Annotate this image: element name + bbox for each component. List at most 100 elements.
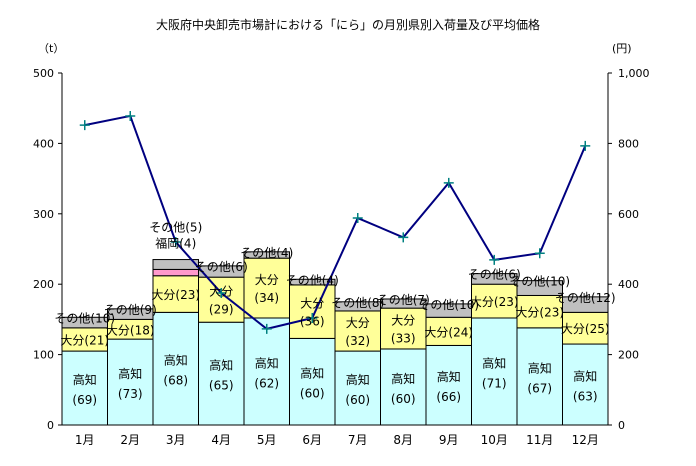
data-label-pct: (62) <box>254 376 279 390</box>
bar-高知-2 <box>107 338 154 426</box>
bar-高知-12 <box>562 343 609 426</box>
data-label-name: 高知 <box>346 372 370 387</box>
data-label: 大分(25) <box>561 322 610 336</box>
data-label-name: 大分 <box>391 314 415 328</box>
data-label: 大分(23) <box>151 288 200 302</box>
chart-title: 大阪府中央卸売市場計における「にら」の月別県別入荷量及び平均価格 <box>156 17 540 32</box>
data-label: その他(5) <box>149 221 202 235</box>
price-marker <box>307 312 318 323</box>
left-tick-label: 0 <box>47 419 54 432</box>
price-marker <box>79 120 90 131</box>
price-marker <box>534 248 545 259</box>
bar-高知-7 <box>334 350 381 426</box>
price-marker <box>125 110 136 121</box>
x-tick-label: 7月 <box>348 433 368 447</box>
right-tick-label: 0 <box>618 419 625 432</box>
price-marker <box>443 177 454 188</box>
data-label-pct: (63) <box>573 390 598 404</box>
data-label-pct: (60) <box>300 387 325 401</box>
left-tick-label: 300 <box>33 208 54 221</box>
bar-高知-5 <box>243 317 290 426</box>
x-tick-label: 2月 <box>120 433 140 447</box>
price-marker <box>170 236 181 247</box>
bar-高知-1 <box>61 350 108 426</box>
bar-高知-10 <box>471 317 518 426</box>
x-tick-label: 12月 <box>572 433 599 447</box>
bar-その他-5 <box>243 251 290 259</box>
data-label-pct: (68) <box>163 374 188 388</box>
x-tick-label: 6月 <box>302 433 322 447</box>
data-label-name: 大分 <box>300 297 324 311</box>
bar-大分-6 <box>289 284 336 339</box>
data-label: その他(10) <box>54 311 115 325</box>
price-marker <box>580 140 591 151</box>
price-marker <box>216 288 227 298</box>
data-label: その他(4) <box>286 273 339 287</box>
data-label-name: 高知 <box>391 371 415 386</box>
price-marker <box>489 254 500 265</box>
data-label-pct: (69) <box>72 393 97 407</box>
data-label-pct: (60) <box>391 392 416 406</box>
data-label-name: 高知 <box>482 355 506 370</box>
data-label-name: 高知 <box>73 372 97 387</box>
x-tick-label: 11月 <box>526 433 553 447</box>
right-tick-label: 1,000 <box>618 67 650 80</box>
data-label: 大分(21) <box>60 333 109 347</box>
data-label: その他(8) <box>331 296 384 310</box>
data-label: その他(10) <box>418 298 479 312</box>
x-tick-label: 4月 <box>211 433 231 447</box>
left-tick-label: 100 <box>33 349 54 362</box>
data-label-pct: (60) <box>345 393 370 407</box>
left-axis-unit: （t） <box>38 42 64 55</box>
x-tick-label: 8月 <box>393 433 413 447</box>
data-label-name: 大分 <box>255 273 279 287</box>
data-label-pct: (32) <box>345 334 370 348</box>
data-label: 大分(23) <box>470 295 519 309</box>
right-tick-label: 600 <box>618 208 639 221</box>
data-label-pct: (67) <box>527 381 552 395</box>
bar-高知-11 <box>516 327 563 426</box>
data-label-name: 大分 <box>346 316 370 330</box>
bar-その他-11 <box>516 280 563 296</box>
bar-大分-3 <box>152 275 199 313</box>
data-label-pct: (73) <box>118 387 143 401</box>
left-tick-label: 500 <box>33 67 54 80</box>
data-label: その他(9) <box>104 303 157 317</box>
bar-その他-3 <box>152 259 199 270</box>
data-label-pct: (71) <box>482 376 507 390</box>
left-tick-label: 400 <box>33 137 54 150</box>
data-label-name: 大分 <box>209 285 233 299</box>
price-marker <box>261 323 272 334</box>
price-marker <box>398 232 409 243</box>
bar-高知-3 <box>152 311 199 426</box>
bar-その他-6 <box>289 278 336 286</box>
data-label: その他(10) <box>509 275 570 289</box>
data-label-pct: (36) <box>300 315 325 329</box>
data-label-name: 高知 <box>118 366 142 381</box>
price-line <box>84 114 587 330</box>
data-label: その他(4) <box>240 246 293 260</box>
left-tick-label: 200 <box>33 278 54 291</box>
x-tick-label: 3月 <box>166 433 186 447</box>
data-label-name: 高知 <box>164 353 188 368</box>
data-label-pct: (33) <box>391 332 416 346</box>
right-tick-label: 800 <box>618 137 639 150</box>
data-label-pct: (65) <box>209 379 234 393</box>
data-label-name: 高知 <box>528 360 552 375</box>
bar-高知-6 <box>289 337 336 426</box>
data-label-name: 高知 <box>300 366 324 381</box>
data-label: その他(7) <box>377 293 430 307</box>
right-tick-label: 200 <box>618 349 639 362</box>
bar-その他-10 <box>471 273 518 285</box>
bar-高知-8 <box>380 348 427 426</box>
data-label-pct: (29) <box>209 303 234 317</box>
right-tick-label: 400 <box>618 278 639 291</box>
data-label-pct: (66) <box>436 390 461 404</box>
data-label-name: 高知 <box>209 358 233 373</box>
right-axis-unit: (円) <box>612 42 632 55</box>
x-tick-label: 1月 <box>75 433 95 447</box>
data-label-name: 高知 <box>573 369 597 384</box>
data-label: 福岡(4) <box>155 235 196 250</box>
data-label: 大分(23) <box>515 306 564 320</box>
bar-高知-4 <box>198 321 245 426</box>
